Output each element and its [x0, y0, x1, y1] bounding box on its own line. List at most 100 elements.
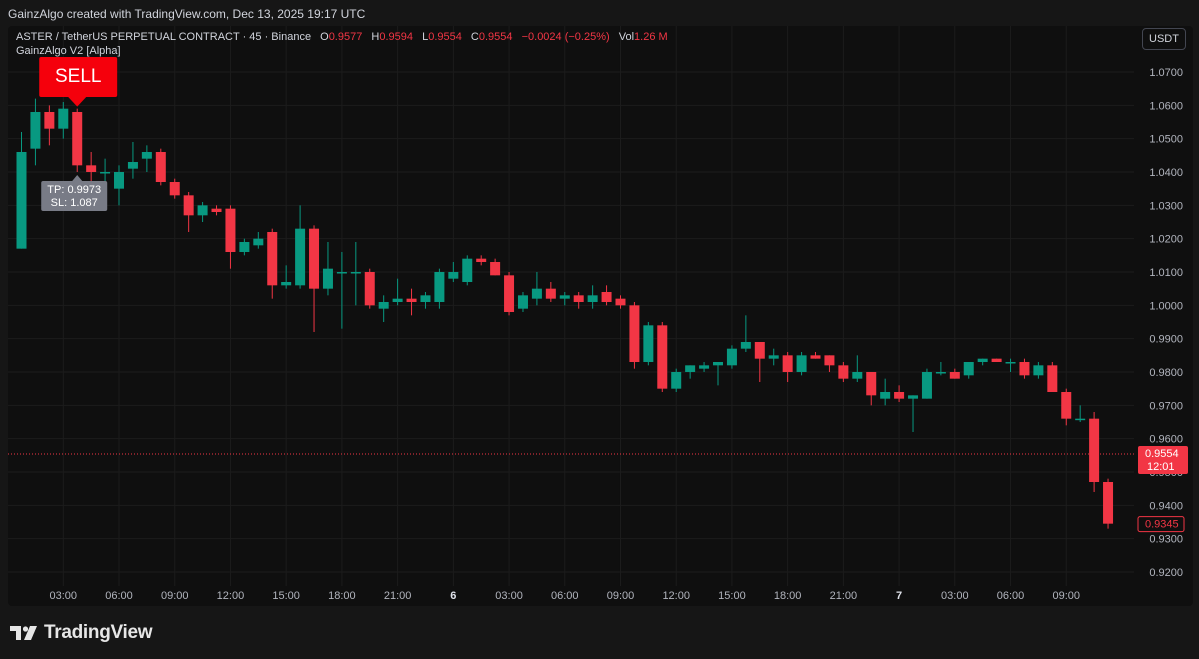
- candle-body[interactable]: [127, 162, 138, 169]
- candle-body[interactable]: [100, 172, 111, 174]
- candle-body[interactable]: [378, 302, 389, 309]
- candle-body[interactable]: [754, 342, 765, 359]
- candle-body[interactable]: [462, 258, 473, 282]
- candle-body[interactable]: [420, 295, 431, 302]
- candle-body[interactable]: [1075, 418, 1086, 421]
- close-value: 0.9554: [478, 31, 513, 43]
- candle-body[interactable]: [601, 292, 612, 302]
- candle-body[interactable]: [963, 362, 974, 376]
- candle-body[interactable]: [629, 305, 640, 362]
- candle-body[interactable]: [267, 232, 278, 286]
- candle-body[interactable]: [880, 392, 891, 399]
- candle-body[interactable]: [713, 362, 723, 366]
- candle-body[interactable]: [1019, 362, 1030, 376]
- sell-signal-box[interactable]: [39, 57, 118, 97]
- high-value: 0.9594: [379, 31, 414, 43]
- candle-body[interactable]: [72, 112, 83, 166]
- candle-body[interactable]: [559, 295, 570, 299]
- candle-body[interactable]: [796, 355, 807, 372]
- candle-body[interactable]: [86, 165, 97, 172]
- candle-body[interactable]: [531, 288, 542, 299]
- candle-body[interactable]: [239, 242, 250, 252]
- candle-body[interactable]: [977, 358, 988, 362]
- candle-body[interactable]: [476, 258, 487, 262]
- candle-body[interactable]: [810, 355, 821, 359]
- candle-body[interactable]: [58, 108, 69, 129]
- low-price-value: 0.9345: [1145, 519, 1179, 531]
- symbol-title[interactable]: ASTER / TetherUS PERPETUAL CONTRACT · 45…: [16, 31, 312, 43]
- candle-body[interactable]: [322, 268, 333, 289]
- candle-body[interactable]: [935, 372, 946, 374]
- x-tick-label: 09:00: [161, 590, 189, 602]
- last-price-tag[interactable]: [1138, 446, 1188, 474]
- low-price-tag[interactable]: [1137, 516, 1185, 533]
- candle-body[interactable]: [740, 342, 751, 349]
- candle-body[interactable]: [908, 395, 919, 399]
- candle-body[interactable]: [1061, 392, 1072, 419]
- candle-body[interactable]: [364, 272, 375, 306]
- candle-body[interactable]: [685, 365, 696, 372]
- candle-body[interactable]: [866, 372, 877, 396]
- candle-body[interactable]: [838, 365, 849, 379]
- x-tick-label: 12:00: [662, 590, 690, 602]
- candle-body[interactable]: [1089, 418, 1100, 482]
- candle-body[interactable]: [155, 152, 166, 182]
- candle-body[interactable]: [1103, 482, 1114, 524]
- y-tick-label: 1.0600: [1149, 100, 1183, 112]
- candle-body[interactable]: [573, 295, 584, 302]
- candle-body[interactable]: [392, 298, 403, 302]
- candle-body[interactable]: [894, 392, 905, 399]
- candlestick-chart[interactable]: 1.0700 1.0600 1.0500 1.0400 1.0300 1.0200 1.01…: [8, 26, 1193, 606]
- change-value: −0.0024 (−0.25%): [521, 31, 610, 43]
- candle-body[interactable]: [30, 112, 41, 149]
- candle-body[interactable]: [169, 182, 180, 196]
- candle-body[interactable]: [852, 372, 863, 379]
- candle-body[interactable]: [1047, 365, 1058, 392]
- candle-body[interactable]: [1033, 365, 1044, 376]
- candle-body[interactable]: [211, 208, 222, 212]
- y-tick-label: 0.9200: [1149, 567, 1183, 579]
- candle-body[interactable]: [350, 272, 361, 274]
- candle-body[interactable]: [991, 358, 1002, 362]
- candle-body[interactable]: [281, 282, 292, 286]
- currency-button[interactable]: USDT: [1142, 28, 1186, 50]
- candle-body[interactable]: [141, 152, 152, 159]
- x-tick-label: 03:00: [50, 590, 78, 602]
- candle-body[interactable]: [726, 348, 737, 366]
- candle-body[interactable]: [824, 355, 835, 366]
- candle-body[interactable]: [434, 272, 445, 302]
- indicator-legend[interactable]: GainzAlgo V2 [Alpha]: [16, 45, 121, 57]
- candle-body[interactable]: [309, 228, 320, 289]
- candle-body[interactable]: [671, 372, 682, 389]
- candle-body[interactable]: [699, 365, 710, 369]
- candle-body[interactable]: [114, 172, 125, 189]
- candle-body[interactable]: [406, 298, 417, 302]
- candle-body[interactable]: [197, 205, 208, 216]
- candle-body[interactable]: [336, 272, 347, 274]
- candle-body[interactable]: [44, 112, 55, 129]
- candle-body[interactable]: [921, 372, 932, 399]
- candle-body[interactable]: [768, 355, 779, 359]
- candle-body[interactable]: [545, 288, 556, 299]
- candle-body[interactable]: [587, 295, 598, 302]
- candle-body[interactable]: [448, 272, 459, 279]
- candle-body[interactable]: [949, 372, 960, 379]
- symbol-legend[interactable]: ASTER / TetherUS PERPETUAL CONTRACT · 45…: [16, 31, 668, 43]
- candle-body[interactable]: [490, 262, 501, 276]
- tradingview-brand[interactable]: TradingView: [10, 622, 153, 644]
- candle-body[interactable]: [504, 275, 515, 312]
- candle-body[interactable]: [16, 152, 27, 249]
- candle-body[interactable]: [782, 355, 793, 372]
- candle-body[interactable]: [225, 208, 236, 252]
- candle-body[interactable]: [517, 295, 528, 309]
- candle-body[interactable]: [183, 195, 194, 216]
- candle-body[interactable]: [615, 298, 626, 306]
- chart-frame[interactable]: 1.0700 1.0600 1.0500 1.0400 1.0300 1.0200 1.01…: [8, 26, 1193, 606]
- x-tick-label: 7: [896, 590, 902, 602]
- candle-body[interactable]: [657, 325, 668, 389]
- candle-body[interactable]: [295, 228, 306, 286]
- candle-body[interactable]: [253, 238, 264, 246]
- candle-body[interactable]: [1005, 362, 1016, 364]
- candle-body[interactable]: [643, 325, 654, 362]
- tp-sl-pointer: [72, 175, 83, 181]
